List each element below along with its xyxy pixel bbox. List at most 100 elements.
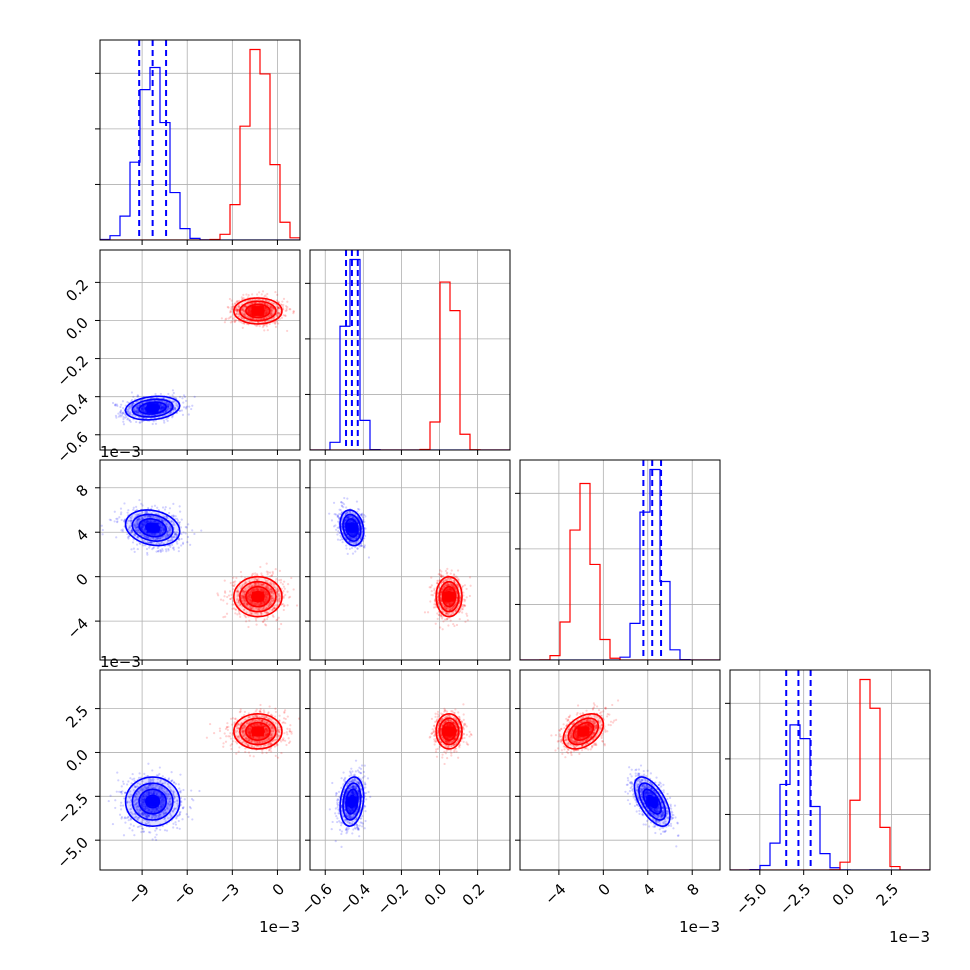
scatter-point xyxy=(132,395,135,398)
scatter-point xyxy=(262,608,265,611)
scatter-point xyxy=(429,600,432,603)
scatter-point xyxy=(114,404,117,407)
scatter-point xyxy=(243,576,247,580)
scatter-point xyxy=(161,535,164,539)
scatter-point xyxy=(191,404,194,407)
scatter-point xyxy=(252,588,255,592)
scatter-point xyxy=(282,303,285,307)
scatter-point xyxy=(162,406,165,410)
scatter-point xyxy=(135,406,139,410)
scatter-point xyxy=(347,540,350,543)
scatter-point xyxy=(229,311,232,314)
scatter-point xyxy=(134,524,137,527)
scatter-point xyxy=(444,607,448,611)
scatter-point xyxy=(449,601,453,604)
scatter-point xyxy=(234,608,237,611)
scatter-point xyxy=(146,536,149,539)
scatter-point xyxy=(156,506,159,509)
scatter-point xyxy=(469,584,472,587)
scatter-point xyxy=(265,310,268,313)
scatter-point xyxy=(155,550,158,553)
scatter-point xyxy=(181,397,184,400)
scatter-point xyxy=(167,406,170,409)
scatter-point xyxy=(268,603,271,606)
scatter-point xyxy=(337,530,340,533)
scatter-point xyxy=(249,307,252,310)
scatter-point xyxy=(127,509,130,512)
scatter-point xyxy=(166,403,169,406)
scatter-point xyxy=(240,597,243,600)
scatter-point xyxy=(153,533,157,536)
scatter-point xyxy=(156,537,160,540)
scatter-point xyxy=(346,516,349,519)
scatter-point xyxy=(241,298,244,301)
scatter-point xyxy=(223,579,226,582)
scatter-point xyxy=(288,307,291,311)
scatter-point xyxy=(266,593,269,596)
scatter-point xyxy=(127,410,130,413)
scatter-point xyxy=(258,325,261,328)
scatter-point xyxy=(128,419,131,422)
scatter-point xyxy=(135,529,138,532)
scatter-point xyxy=(146,520,149,523)
scatter-point xyxy=(149,520,153,523)
scatter-point xyxy=(159,532,162,535)
scatter-point xyxy=(136,523,139,526)
scatter-point xyxy=(126,536,130,539)
scatter-point xyxy=(270,590,273,593)
scatter-point xyxy=(344,520,347,523)
scatter-point xyxy=(269,600,272,604)
scatter-point xyxy=(265,325,268,328)
scatter-point xyxy=(468,576,472,579)
scatter-point xyxy=(276,589,279,592)
scatter-point xyxy=(274,290,277,294)
scatter-point xyxy=(248,606,251,609)
scatter-point xyxy=(169,407,172,410)
scatter-point xyxy=(340,511,344,514)
scatter-point xyxy=(144,521,147,524)
scatter-point xyxy=(267,593,270,597)
scatter-point xyxy=(339,509,342,512)
scatter-point xyxy=(169,405,172,409)
scatter-point xyxy=(364,527,367,530)
scatter-point xyxy=(352,542,356,545)
scatter-point xyxy=(447,588,450,591)
scatter-point xyxy=(118,516,121,519)
scatter-point xyxy=(276,311,280,315)
scatter-point xyxy=(265,299,268,302)
scatter-point xyxy=(162,519,165,523)
scatter-point xyxy=(448,587,451,591)
scatter-point xyxy=(254,572,257,575)
scatter-point xyxy=(261,583,265,586)
scatter-point xyxy=(270,588,273,591)
scatter-point xyxy=(274,588,278,591)
scatter-point xyxy=(164,409,168,413)
scatter-point xyxy=(269,307,272,310)
scatter-point xyxy=(146,541,149,544)
scatter-point xyxy=(166,405,170,408)
scatter-point xyxy=(127,528,130,531)
scatter-point xyxy=(135,527,138,530)
scatter-point xyxy=(135,505,138,508)
scatter-point xyxy=(160,526,163,529)
scatter-point xyxy=(236,597,239,600)
scatter-point xyxy=(131,403,134,406)
scatter-point xyxy=(244,599,247,602)
scatter-point xyxy=(125,415,128,418)
scatter-point xyxy=(182,401,185,404)
scatter-point xyxy=(151,548,154,551)
scatter-point xyxy=(260,612,263,615)
scatter-point xyxy=(161,547,164,551)
scatter-point xyxy=(142,523,145,526)
scatter-point xyxy=(259,565,262,569)
scatter-point xyxy=(277,306,280,310)
scatter-point xyxy=(352,533,356,536)
scatter-point xyxy=(250,601,253,604)
scatter-point xyxy=(166,403,169,406)
scatter-point xyxy=(174,533,177,536)
scatter-point xyxy=(458,618,461,621)
scatter-point xyxy=(265,612,268,615)
scatter-point xyxy=(361,528,364,531)
scatter-point xyxy=(271,308,274,311)
